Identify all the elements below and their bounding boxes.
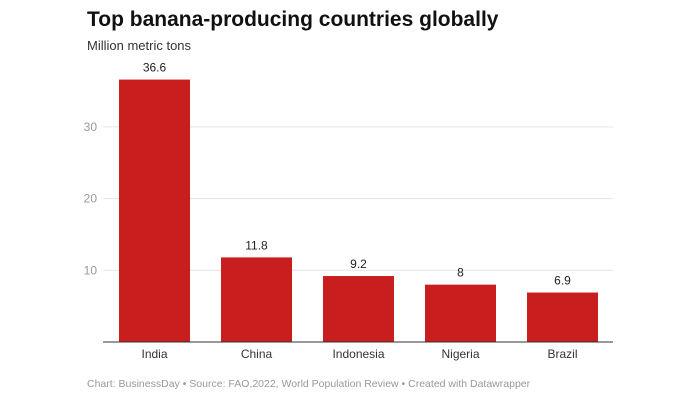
y-tick-label: 10	[84, 263, 98, 277]
chart-subtitle: Million metric tons	[87, 38, 192, 53]
x-tick-label: India	[141, 347, 167, 361]
bar-china	[221, 257, 292, 342]
y-tick-label: 30	[84, 120, 98, 134]
y-tick-label: 20	[84, 192, 98, 206]
x-tick-label: Indonesia	[332, 347, 384, 361]
bar-indonesia	[323, 276, 394, 342]
data-label: 8	[457, 266, 464, 280]
data-label: 6.9	[554, 274, 571, 288]
bar-india	[119, 79, 190, 342]
bar-nigeria	[425, 284, 496, 342]
x-tick-label: Nigeria	[441, 347, 479, 361]
data-label: 9.2	[350, 257, 367, 271]
chart-footer: Chart: BusinessDay • Source: FAO,2022, W…	[87, 378, 531, 390]
chart-title: Top banana-producing countries globally	[87, 8, 499, 31]
x-tick-label: Brazil	[547, 347, 577, 361]
data-label: 11.8	[245, 238, 268, 252]
x-tick-label: China	[241, 347, 273, 361]
bar-brazil	[527, 292, 598, 342]
data-label: 36.6	[143, 61, 167, 75]
